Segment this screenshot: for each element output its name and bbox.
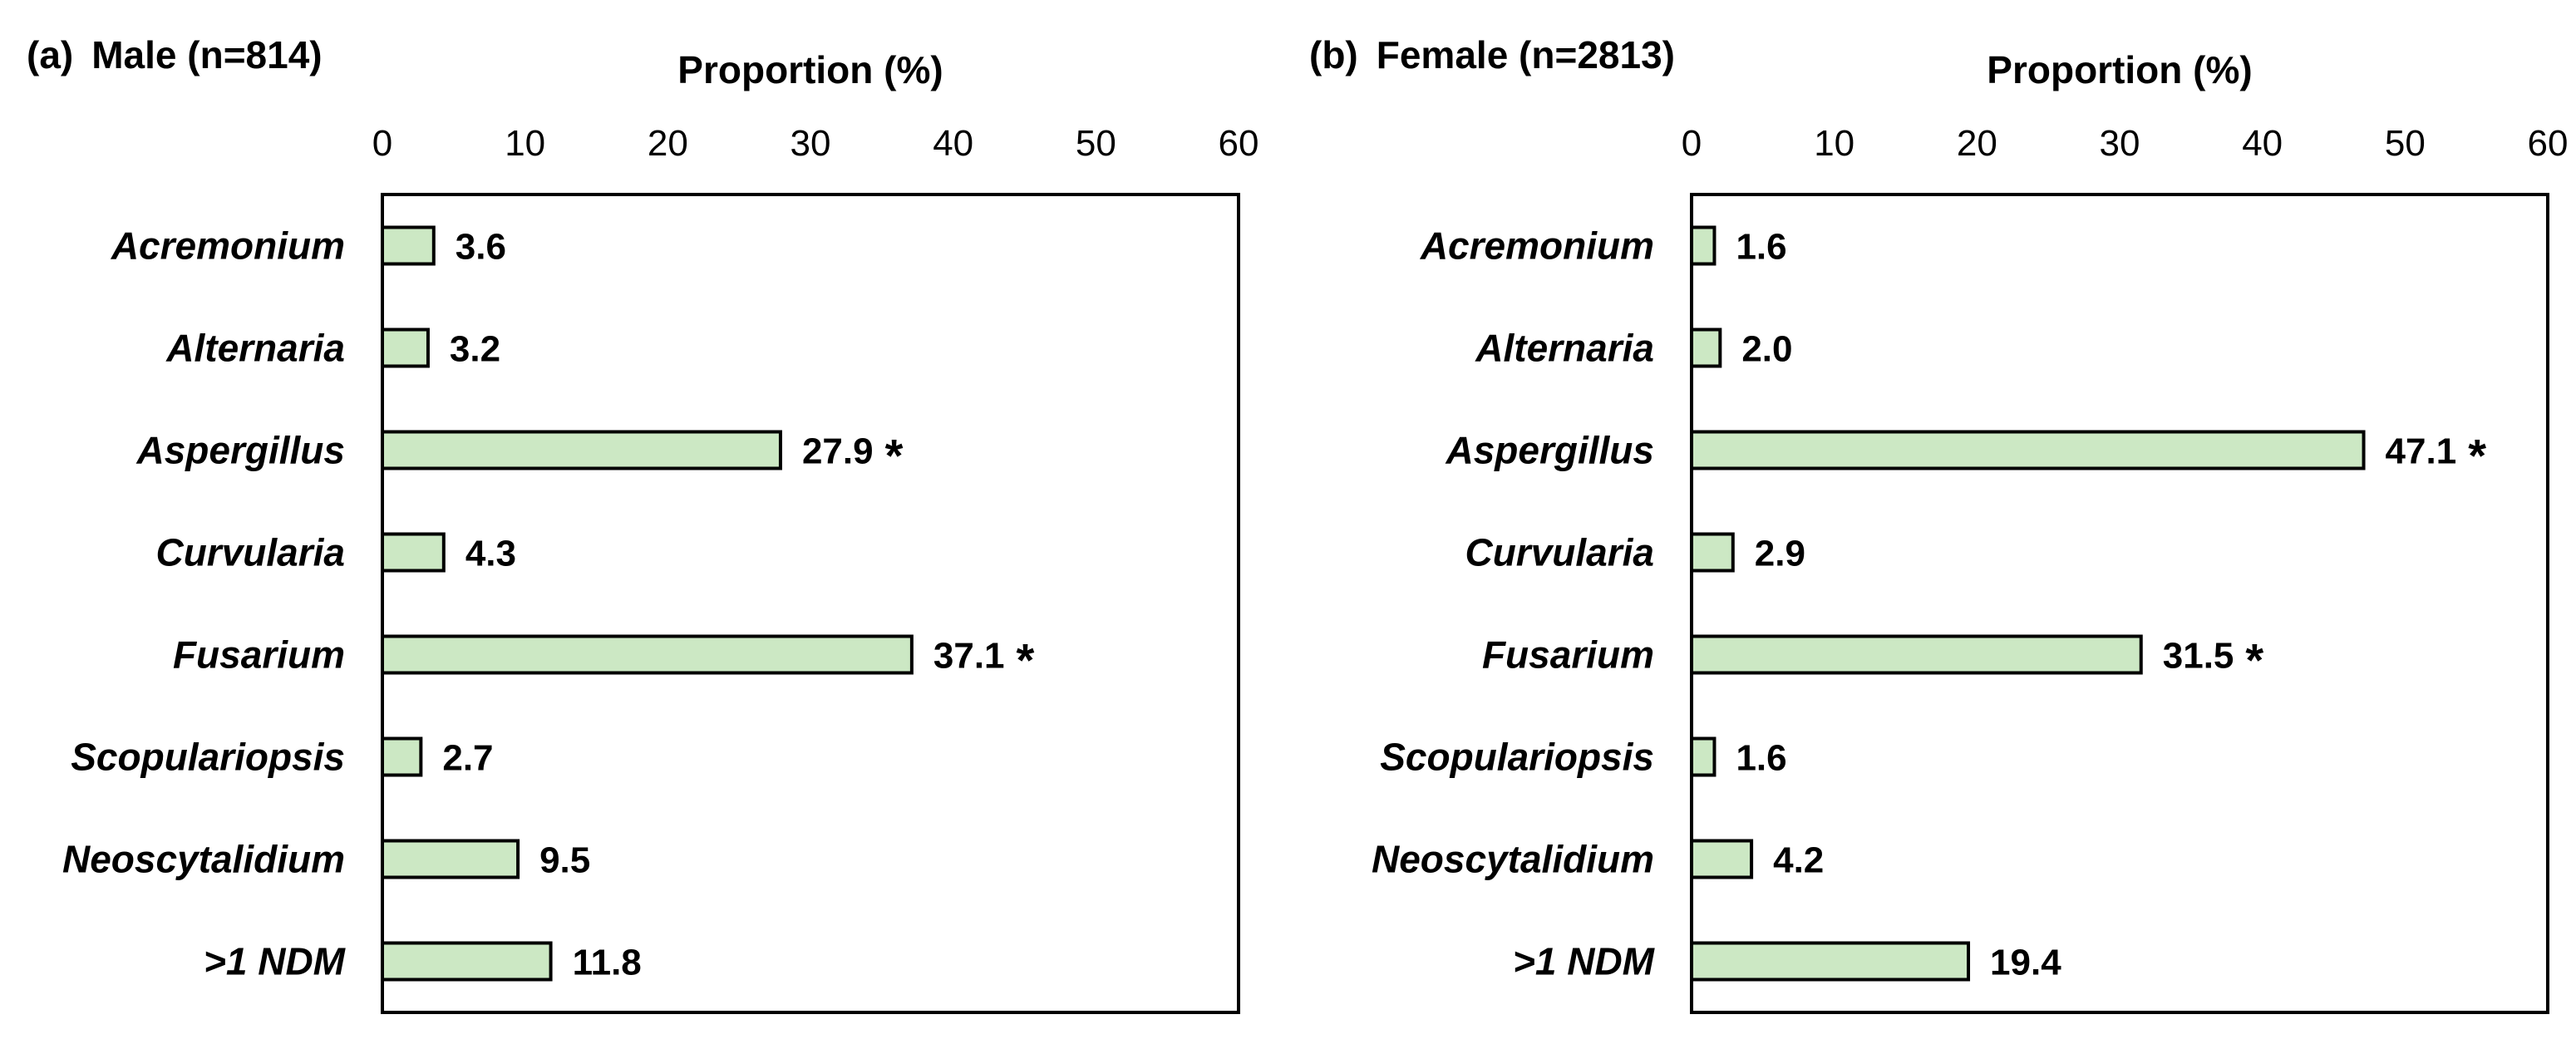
- panel-a-data-label: 2.7: [442, 738, 493, 779]
- panel-a-data-label: 11.8: [573, 943, 642, 983]
- panel-a-data-label: 3.6: [456, 227, 506, 268]
- panel-b-data-label: 2.9: [1755, 534, 1805, 574]
- panel-b-bar: [1690, 532, 1735, 573]
- panel-a-bar: [381, 839, 520, 879]
- panel-b-bar: [1690, 839, 1754, 879]
- panel-b-category-label: Fusarium: [1482, 633, 1654, 677]
- panel-a-panel-label: (a): [27, 33, 73, 76]
- panel-b-x-axis-title: Proportion (%): [1987, 48, 2252, 91]
- panel-a-category-label: Curvularia: [155, 531, 345, 574]
- panel-b-data-label: 47.1: [2386, 431, 2457, 472]
- panel-a-category-label: Neoscytalidium: [62, 838, 345, 881]
- panel-a-category-label: Acremonium: [111, 224, 345, 268]
- panel-b-data-label: 2.0: [1741, 329, 1792, 370]
- panel-b-category-label: Alternaria: [1475, 327, 1654, 370]
- panel-a-x-tick-label: 60: [1219, 123, 1259, 164]
- panel-b-panel-label: (b): [1309, 33, 1358, 76]
- panel-b-bar: [1690, 941, 1971, 982]
- panel-a-bar: [381, 941, 553, 982]
- panel-a-x-tick-label: 30: [791, 123, 831, 164]
- panel-a-bar: [381, 430, 782, 470]
- panel-a-bar: [381, 225, 436, 266]
- panel-b-panel-title-text: Female (n=2813): [1377, 33, 1675, 76]
- panel-b-data-label: 1.6: [1736, 738, 1786, 779]
- panel-b-x-tick-label: 10: [1814, 123, 1854, 164]
- panel-a-x-tick-label: 40: [933, 123, 973, 164]
- panel-a-plot-frame: [381, 193, 1240, 1014]
- panel-b-category-label: Aspergillus: [1445, 429, 1654, 472]
- panel-a-significance-marker: *: [885, 430, 904, 482]
- panel-a-category-label: Fusarium: [173, 633, 345, 677]
- panel-a-title: (a) Male (n=814): [27, 33, 323, 76]
- panel-a-category-label: Alternaria: [165, 327, 345, 370]
- panel-a-bar: [381, 532, 446, 573]
- panel-b-bar: [1690, 225, 1717, 266]
- panel-b-data-label: 1.6: [1736, 227, 1786, 268]
- panel-b-x-tick-label: 50: [2385, 123, 2426, 164]
- panel-a-bar: [381, 327, 430, 368]
- panel-a-bar: [381, 634, 914, 675]
- panel-b-significance-marker: *: [2468, 430, 2486, 482]
- panel-b-category-label: Acremonium: [1420, 224, 1654, 268]
- panel-b-bar: [1690, 327, 1722, 368]
- panel-a-category-label: Scopulariopsis: [71, 736, 345, 779]
- panel-b-bar: [1690, 736, 1717, 777]
- panel-a-x-axis-title: Proportion (%): [677, 48, 943, 91]
- panel-b-category-label: Neoscytalidium: [1372, 838, 1654, 881]
- panel-a-significance-marker: *: [1017, 634, 1035, 687]
- panel-b-x-tick-label: 60: [2528, 123, 2569, 164]
- panel-a-bar: [381, 736, 423, 777]
- panel-a-data-label: 27.9: [802, 431, 874, 472]
- panel-a-x-tick-label: 0: [372, 123, 392, 164]
- panel-b-bar: [1690, 634, 2143, 675]
- panel-b-category-label: Scopulariopsis: [1380, 736, 1654, 779]
- panel-b-category-label: Curvularia: [1465, 531, 1654, 574]
- panel-b-data-label: 4.2: [1773, 840, 1824, 881]
- panel-b-significance-marker: *: [2245, 634, 2263, 687]
- panel-a-data-label: 3.2: [450, 329, 500, 370]
- panel-a-category-label: Aspergillus: [135, 429, 345, 472]
- panel-b-x-tick-label: 30: [2100, 123, 2140, 164]
- panel-b-x-tick-label: 0: [1682, 123, 1702, 164]
- panel-a-panel-title-text: Male (n=814): [91, 33, 322, 76]
- panel-a-category-label: >1 NDM: [204, 940, 347, 983]
- panel-b-title: (b) Female (n=2813): [1309, 33, 1675, 76]
- panel-a-x-tick-label: 50: [1076, 123, 1116, 164]
- panel-a-x-tick-label: 20: [648, 123, 688, 164]
- panel-a-data-label: 9.5: [539, 840, 590, 881]
- panel-a-data-label: 4.3: [465, 534, 516, 574]
- panel-b-category-label: >1 NDM: [1513, 940, 1656, 983]
- panel-b-bar: [1690, 430, 2366, 470]
- panel-b-data-label: 19.4: [1990, 943, 2061, 983]
- panel-a-data-label: 37.1: [933, 636, 1005, 677]
- panel-b-plot-frame: [1690, 193, 2549, 1014]
- panel-b-x-tick-label: 40: [2242, 123, 2283, 164]
- panel-a-x-tick-label: 10: [505, 123, 545, 164]
- panel-b-data-label: 31.5: [2163, 636, 2234, 677]
- panel-b-x-tick-label: 20: [1957, 123, 1997, 164]
